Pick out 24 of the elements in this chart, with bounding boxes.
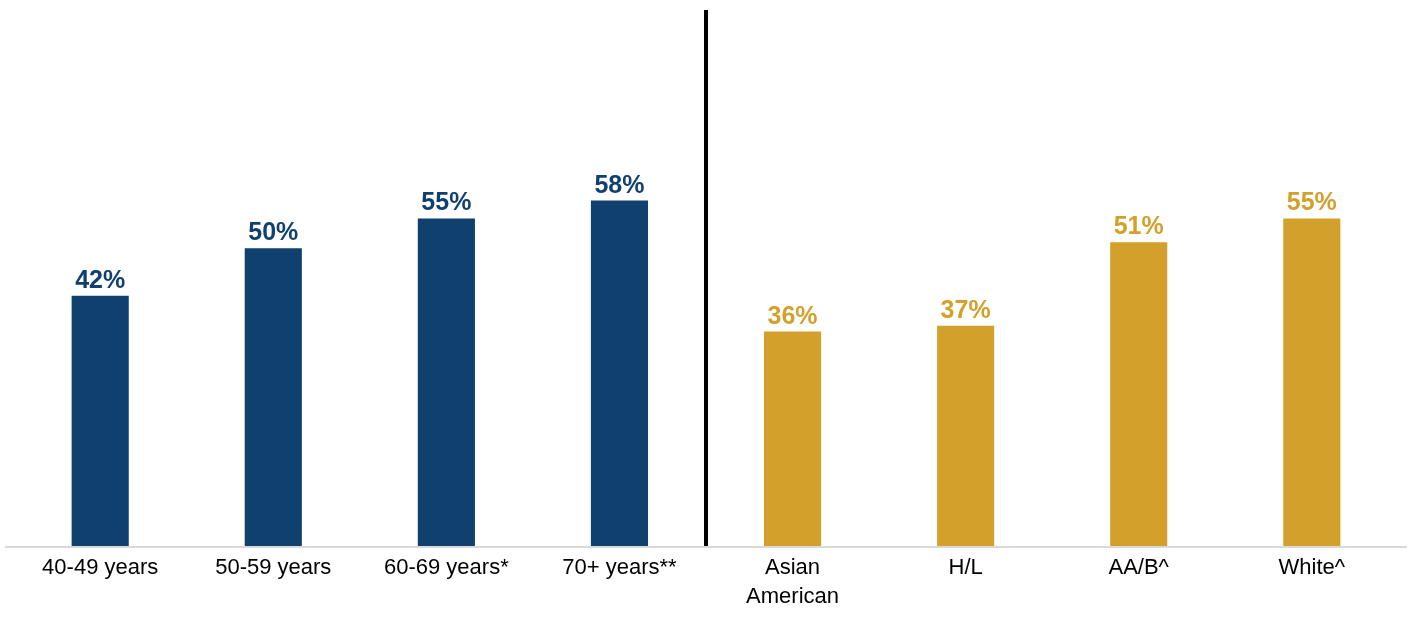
data-label: 42% [75,264,126,293]
bar [763,331,822,546]
data-label: 58% [594,169,645,198]
x-tick-label: AA/B^ [1108,554,1170,580]
x-tick-label: 50-59 years [215,554,332,580]
x-tick-label: White^ [1278,554,1346,580]
bar [71,295,129,546]
x-tick-label: Asian American [746,554,839,608]
x-tick-label: 60-69 years* [383,554,510,580]
bar [1110,242,1168,546]
bar [590,200,649,546]
bar [1283,218,1341,546]
data-label: 50% [248,217,299,246]
data-label: 36% [767,300,818,329]
x-tick-label: 70+ years** [562,554,678,580]
bar [417,218,475,546]
bar [244,248,302,546]
data-label: 37% [940,294,991,323]
x-tick-label: 40-49 years [42,554,159,580]
data-label: 55% [421,187,472,216]
data-label: 55% [1286,187,1337,216]
data-label: 51% [1113,211,1164,240]
x-tick-label: H/L [948,554,983,580]
bar [937,325,995,546]
